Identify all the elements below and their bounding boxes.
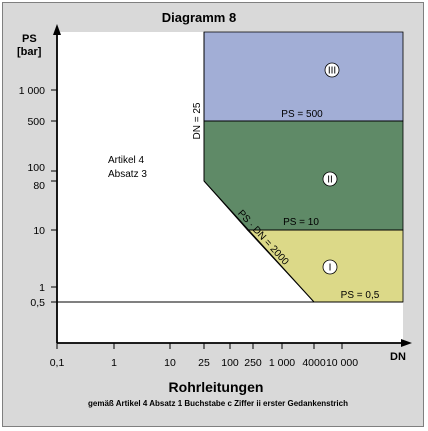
y-tick-label: 1 000 [19,85,45,97]
category-badge-iii [324,62,340,78]
x-tick-label: 10 [164,357,176,369]
x-tick-label: 100 [221,357,239,369]
chart-title: Diagramm 8 [162,10,236,25]
chart-subtitle: gemäß Artikel 4 Absatz 1 Buchstabe c Zif… [88,399,348,408]
x-tick-label: 4000 [302,357,326,369]
ps-05-label: PS = 0,5 [341,290,380,301]
x-tick-label: 10 000 [326,357,358,369]
category-badge-label: III [328,66,336,77]
article-4-label-line-2: Absatz 3 [108,169,147,180]
x-axis-arrow [401,339,412,347]
category-badge-label: II [327,175,333,186]
category-badge-ii [322,171,338,187]
region-category-iii [203,31,404,122]
y-tick-label: 100 [27,162,45,174]
y-axis-arrow [53,24,61,35]
x-tick-label: 25 [198,357,210,369]
category-badge-i [322,259,338,275]
x-tick-label: 1 000 [269,357,295,369]
x-tick-label: 1 [111,357,117,369]
x-axis-title: Rohrleitungen [169,379,264,395]
y-tick-label: 10 [33,225,45,237]
y-tick-label: 1 [39,282,45,294]
dn-25-label: DN = 25 [192,102,203,139]
y-tick-label: 0,5 [30,297,45,309]
x-tick-label: 250 [244,357,262,369]
y-axis-label-ps: PS [22,33,37,45]
ps-500-label: PS = 500 [281,109,323,120]
article-4-label-line-1: Artikel 4 [108,155,145,166]
y-tick-label: 80 [33,180,45,192]
category-badge-label: I [329,263,332,274]
x-axis-label: DN [390,351,406,363]
y-axis-label-unit: [bar] [17,46,42,58]
y-tick-label: 500 [27,116,45,128]
ps-dn-2000-boundary [203,180,315,303]
x-tick-label: 0,1 [50,357,65,369]
ps-10-label: PS = 10 [283,217,319,228]
